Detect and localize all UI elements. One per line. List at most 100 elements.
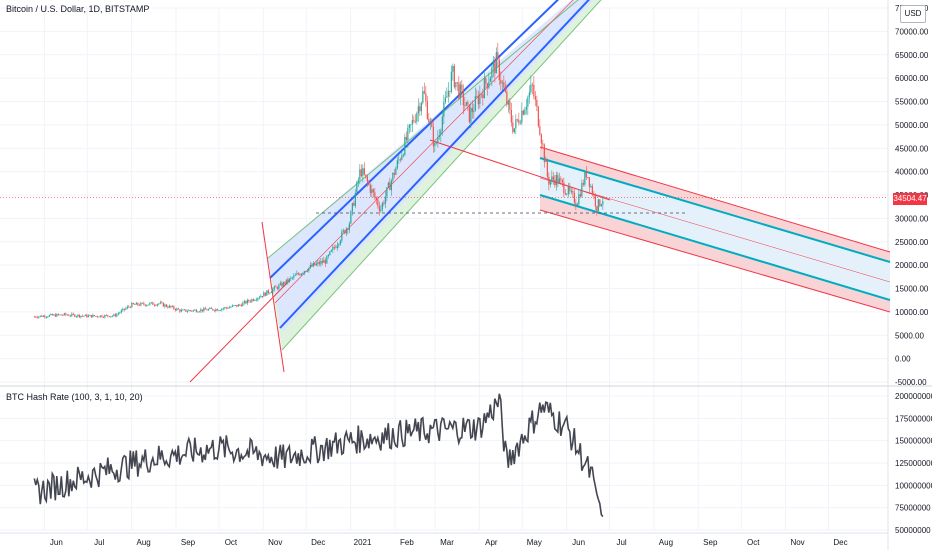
candle-body bbox=[156, 304, 158, 306]
candle-body bbox=[246, 300, 248, 304]
candle-body bbox=[356, 181, 358, 194]
candle-body bbox=[317, 262, 319, 264]
candle-body bbox=[374, 192, 376, 198]
candle-body bbox=[228, 307, 230, 309]
candle-body bbox=[531, 84, 533, 86]
candle-body bbox=[510, 109, 512, 123]
candle-body bbox=[95, 315, 97, 317]
currency-button[interactable]: USD bbox=[900, 5, 926, 23]
candle-body bbox=[243, 301, 245, 303]
candle-body bbox=[200, 309, 202, 312]
candle-body bbox=[327, 254, 329, 257]
candle-body bbox=[542, 143, 544, 145]
candle-body bbox=[158, 303, 160, 305]
candle-body bbox=[308, 267, 310, 271]
candle-body bbox=[209, 307, 211, 310]
candle-body bbox=[422, 91, 424, 103]
price-axis-tick-label: 25000.00 bbox=[895, 238, 929, 247]
candle-body bbox=[572, 190, 574, 193]
candle-body bbox=[314, 263, 316, 266]
candle-body bbox=[153, 304, 155, 306]
candle-body bbox=[407, 127, 409, 141]
candle-body bbox=[347, 228, 349, 230]
candle-body bbox=[294, 274, 296, 276]
candle-body bbox=[53, 314, 55, 316]
candle-body bbox=[77, 314, 79, 317]
time-axis-tick-label: Aug bbox=[137, 538, 151, 547]
price-axis-tick-label: 60000.00 bbox=[895, 74, 929, 83]
candle-body bbox=[534, 96, 536, 100]
candle-body bbox=[503, 82, 505, 88]
candle-body bbox=[173, 306, 175, 309]
time-axis-tick-label: Oct bbox=[225, 538, 238, 547]
candle-body bbox=[486, 83, 488, 88]
candle-body bbox=[513, 128, 515, 133]
candle-body bbox=[530, 84, 532, 93]
candle-body bbox=[86, 314, 88, 318]
price-axis-tick-label: 50000.00 bbox=[895, 121, 929, 130]
candle-body bbox=[131, 303, 133, 308]
candle-body bbox=[261, 296, 263, 297]
hash-rate-line bbox=[33, 393, 604, 518]
candle-body bbox=[111, 315, 113, 317]
time-axis-tick-label: Oct bbox=[747, 538, 760, 547]
candle-body bbox=[543, 144, 545, 163]
candle-body bbox=[290, 277, 292, 279]
candle-body bbox=[522, 110, 524, 115]
candle-body bbox=[518, 119, 520, 124]
candle-body bbox=[231, 305, 233, 307]
candle-body bbox=[387, 182, 389, 188]
candle-body bbox=[206, 309, 208, 311]
candle-body bbox=[204, 308, 206, 310]
time-axis-tick-label: Aug bbox=[659, 538, 673, 547]
candle-body bbox=[579, 194, 581, 197]
candle-body bbox=[545, 160, 547, 163]
hash-axis-tick-label: 125000000 bbox=[895, 459, 932, 468]
candle-body bbox=[69, 315, 71, 317]
candle-body bbox=[152, 302, 154, 305]
candle-body bbox=[288, 278, 290, 282]
candle-body bbox=[134, 304, 136, 305]
candle-body bbox=[48, 315, 50, 317]
candle-body bbox=[71, 313, 73, 316]
candle-body bbox=[336, 245, 338, 248]
candle-body bbox=[222, 308, 224, 310]
candle-body bbox=[72, 313, 74, 315]
candle-body bbox=[590, 186, 592, 187]
candle-body bbox=[50, 314, 52, 316]
candle-body bbox=[201, 309, 203, 312]
candle-body bbox=[270, 292, 272, 294]
candle-body bbox=[569, 186, 571, 192]
candle-body bbox=[179, 309, 181, 312]
candle-body bbox=[323, 260, 325, 263]
candle-body bbox=[81, 315, 83, 317]
candle-body bbox=[93, 314, 95, 316]
candle-body bbox=[83, 315, 85, 317]
candle-body bbox=[177, 308, 179, 310]
candle-body bbox=[143, 303, 145, 305]
candle-body bbox=[98, 316, 100, 318]
candle-body bbox=[557, 174, 559, 184]
candle-body bbox=[380, 209, 382, 211]
candle-body bbox=[224, 307, 226, 309]
candle-body bbox=[362, 168, 364, 177]
price-axis-tick-label: 65000.00 bbox=[895, 51, 929, 60]
candle-body bbox=[74, 314, 76, 317]
candle-body bbox=[344, 230, 346, 234]
candle-body bbox=[146, 305, 148, 306]
candle-body bbox=[207, 309, 209, 311]
candle-body bbox=[195, 309, 197, 312]
candle-body bbox=[218, 310, 220, 312]
candle-body bbox=[54, 314, 56, 317]
candle-body bbox=[416, 113, 418, 122]
candle-body bbox=[446, 96, 448, 98]
price-axis-tick-label: 20000.00 bbox=[895, 261, 929, 270]
candle-body bbox=[473, 110, 475, 113]
candle-body bbox=[425, 93, 427, 102]
candle-body bbox=[432, 126, 434, 147]
candle-body bbox=[366, 176, 368, 182]
channel-median-line bbox=[274, 0, 574, 304]
candle-body bbox=[342, 230, 344, 232]
candle-body bbox=[434, 142, 436, 147]
